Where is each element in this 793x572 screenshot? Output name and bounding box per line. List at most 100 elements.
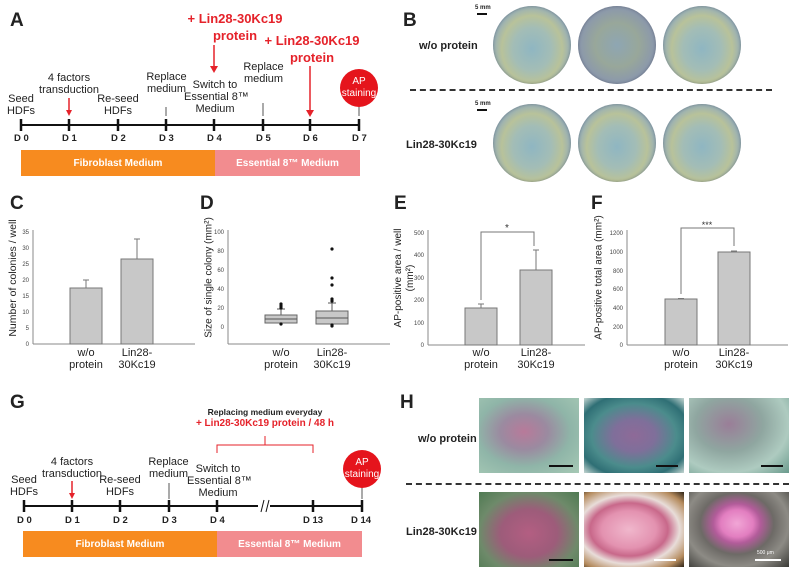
x-tick-f2: Lin28- 30Kc19 [712, 347, 756, 371]
svg-text:35: 35 [22, 230, 29, 236]
svg-text:1200: 1200 [610, 231, 624, 237]
ap-line2: staining [341, 88, 377, 99]
x-tick-d1: w/o protein [261, 347, 301, 371]
panel-label-h: H [400, 392, 414, 413]
x-tick-line: protein [69, 359, 103, 371]
x-tick-line: protein [464, 359, 498, 371]
culture-dish [578, 6, 656, 84]
event-d4-line3: Medium [195, 103, 235, 115]
protein-add-1-line1: + Lin28-30Kc19 [187, 11, 283, 26]
day-label: D 5 [256, 133, 271, 144]
panel-label-g: G [10, 392, 25, 413]
day-label: D 4 [207, 133, 222, 144]
g-header-line1: Replacing medium everyday [207, 407, 323, 417]
scale-bar [549, 559, 573, 561]
chart-e: 500 400 300 200 100 0 * [414, 223, 585, 349]
event-d3-line1: Replace [146, 71, 187, 83]
event-d3-line2: medium [146, 83, 187, 95]
significance-f: *** [702, 220, 713, 230]
svg-text:5: 5 [26, 326, 30, 332]
timeline-g-graphic [22, 436, 364, 513]
x-tick-c1: w/o protein [66, 347, 106, 371]
protein-add-label-1: + Lin28-30Kc19 protein [185, 10, 285, 44]
svg-text:300: 300 [414, 276, 425, 282]
svg-text:0: 0 [620, 343, 624, 349]
culture-dish [663, 104, 741, 182]
svg-text:100: 100 [214, 230, 225, 236]
culture-dish [493, 6, 571, 84]
svg-text:400: 400 [414, 253, 425, 259]
day-label: D 7 [352, 133, 367, 144]
x-tick-line: Lin28- [718, 347, 750, 359]
svg-text:800: 800 [613, 269, 624, 275]
scale-bar [656, 465, 678, 467]
svg-text:200: 200 [613, 325, 624, 331]
event-d2: Re-seed HDFs [93, 93, 143, 117]
svg-text:500: 500 [414, 231, 425, 237]
chart-d: 100 80 60 40 20 0 [214, 230, 390, 345]
event-d5-line2: medium [243, 73, 284, 85]
event-d4: Switch to Essential 8™ Medium [184, 79, 249, 115]
day-label: D 2 [111, 133, 126, 144]
scale-bar-b2 [477, 109, 487, 111]
fibroblast-medium-bar-g: Fibroblast Medium [23, 531, 217, 557]
panel-label-d: D [200, 193, 214, 214]
event-d0: Seed HDFs [0, 93, 46, 117]
svg-text:40: 40 [217, 287, 224, 293]
divider-b [410, 89, 772, 91]
event-g-d3: Replace medium [141, 456, 196, 480]
event-d1-line1: 4 factors [47, 72, 91, 84]
scale-bar [654, 559, 676, 561]
svg-text:200: 200 [414, 298, 425, 304]
ap-line1: AP [355, 457, 369, 468]
significance-e: * [505, 223, 509, 234]
svg-text:0: 0 [421, 343, 425, 349]
event-g-d2-line2: HDFs [105, 486, 135, 498]
x-tick-line: w/o [272, 347, 290, 359]
row-label-h1: w/o protein [418, 433, 477, 445]
timeline-a-graphic [19, 45, 361, 131]
panel-label-f: F [591, 193, 603, 214]
day-label: D 1 [62, 133, 77, 144]
x-tick-line: protein [664, 359, 698, 371]
svg-text:25: 25 [22, 262, 29, 268]
culture-dish [663, 6, 741, 84]
g-header-line2: + Lin28-30Kc19 protein / 48 h [195, 418, 335, 429]
micrograph [584, 492, 684, 567]
svg-text:10: 10 [22, 310, 29, 316]
svg-text:20: 20 [22, 278, 29, 284]
scale-bar [549, 465, 573, 467]
x-tick-line: w/o [77, 347, 95, 359]
micrograph [479, 492, 579, 567]
svg-text:60: 60 [217, 268, 224, 274]
ap-line2: staining [344, 469, 380, 480]
x-tick-line: Lin28- [121, 347, 153, 359]
svg-text:15: 15 [22, 294, 29, 300]
protein-add-label-2: + Lin28-30Kc19 protein [262, 32, 362, 66]
event-d1-line2: transduction [39, 84, 99, 96]
event-g-d1-line2: transduction [42, 468, 102, 480]
svg-text:400: 400 [613, 306, 624, 312]
panel-label-e: E [394, 193, 407, 214]
scale-label-h: 500 μm [757, 550, 774, 556]
event-g-d4-line3: Medium [198, 487, 238, 499]
event-d1: 4 factors transduction [34, 72, 104, 96]
x-tick-f1: w/o protein [661, 347, 701, 371]
event-g-d0-line1: Seed [11, 474, 37, 486]
micrograph: 500 μm [689, 492, 789, 567]
x-tick-line: 30Kc19 [313, 359, 351, 371]
x-tick-line: w/o [672, 347, 690, 359]
event-d2-line1: Re-seed [97, 93, 139, 105]
scale-bar-b1 [477, 13, 487, 15]
x-tick-line: protein [264, 359, 298, 371]
event-g-d2: Re-seed HDFs [95, 474, 145, 498]
event-d5: Replace medium [236, 61, 291, 85]
row-label-b2: Lin28-30Kc19 [406, 139, 477, 151]
event-g-d0: Seed HDFs [0, 474, 49, 498]
day-label: D 3 [162, 515, 177, 526]
x-tick-e2: Lin28- 30Kc19 [514, 347, 558, 371]
fibroblast-medium-bar-a: Fibroblast Medium [21, 150, 215, 176]
day-label: D 0 [17, 515, 32, 526]
x-tick-line: 30Kc19 [118, 359, 156, 371]
scale-label-b1: 5 mm [475, 5, 491, 11]
